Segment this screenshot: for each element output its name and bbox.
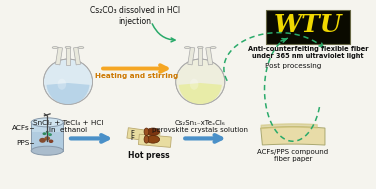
Ellipse shape [58,79,66,90]
Ellipse shape [144,128,149,136]
Wedge shape [179,83,222,105]
Ellipse shape [144,136,149,143]
Bar [206,47,213,65]
Bar [32,132,63,150]
Text: SnCl₂ + TeCl₄ + HCl
in  ethanol: SnCl₂ + TeCl₄ + HCl in ethanol [33,119,103,133]
Text: Cs₂Sn₁₋xTeₓCl₆
perovskite crystals solution: Cs₂Sn₁₋xTeₓCl₆ perovskite crystals solut… [152,119,248,133]
Text: Post processing: Post processing [265,63,321,69]
Ellipse shape [31,146,63,155]
Ellipse shape [42,132,46,135]
Ellipse shape [176,59,225,105]
Bar [56,47,62,65]
Text: F: F [130,130,134,136]
Ellipse shape [146,136,160,143]
Bar [266,10,350,44]
Bar [188,47,195,65]
Ellipse shape [78,46,84,49]
Text: Heating and stirring: Heating and stirring [96,73,179,79]
Text: Hot press: Hot press [129,151,170,160]
Ellipse shape [197,46,203,48]
Wedge shape [47,83,89,105]
Text: WTU: WTU [274,13,342,37]
Text: ACFs: ACFs [12,125,29,131]
Text: F: F [130,136,134,141]
Bar [74,47,80,65]
Ellipse shape [185,46,190,49]
Ellipse shape [46,131,49,133]
Ellipse shape [52,46,58,49]
Bar [127,128,160,143]
Bar [31,122,63,151]
Ellipse shape [39,138,46,143]
Ellipse shape [146,128,160,136]
Ellipse shape [65,46,71,48]
Ellipse shape [46,132,50,135]
Bar [66,47,70,65]
Text: ACFs/PPS compound
fiber paper: ACFs/PPS compound fiber paper [257,149,328,162]
Ellipse shape [210,46,216,49]
Ellipse shape [44,59,92,105]
Text: Anti-counterfeiting flexible fiber
under 365 nm ultraviolet light: Anti-counterfeiting flexible fiber under… [248,46,368,59]
Ellipse shape [31,118,63,127]
FancyArrowPatch shape [152,24,175,42]
PathPatch shape [261,127,325,145]
Bar [198,47,203,65]
Text: PPS: PPS [16,140,29,146]
Bar [138,134,171,147]
Ellipse shape [44,136,50,141]
Ellipse shape [48,133,52,136]
Text: Cs₂CO₃ dissolved in HCl
injection: Cs₂CO₃ dissolved in HCl injection [90,6,180,26]
Ellipse shape [190,79,199,90]
Ellipse shape [49,139,53,143]
